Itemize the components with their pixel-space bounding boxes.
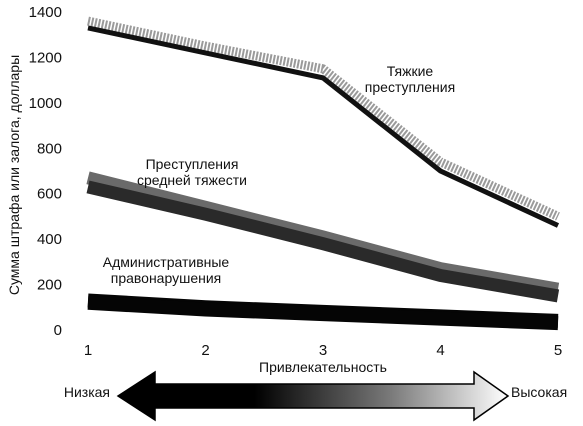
y-tick-label: 400	[37, 231, 62, 248]
x-tick-labels: 1 2 3 4 5	[84, 342, 562, 359]
series-label: средней тяжести	[137, 172, 247, 188]
y-tick-label: 1000	[29, 95, 62, 112]
y-tick-label: 800	[37, 140, 62, 157]
y-axis-title: Сумма штрафа или залога, доллары	[6, 55, 22, 295]
y-tick-label: 0	[54, 322, 62, 339]
series-layer	[86, 16, 560, 331]
arrow-left-label: Низкая	[64, 384, 110, 400]
series-label: преступления	[365, 79, 455, 95]
y-tick-label: 600	[37, 186, 62, 203]
attractiveness-arrow: Низкая Высокая	[64, 370, 567, 422]
x-tick-label: 2	[201, 342, 209, 359]
series-label: Тяжкие	[387, 63, 434, 79]
series-label: Преступления	[146, 156, 239, 172]
y-tick-labels: 0 200 400 600 800 1000 1200 1400	[29, 4, 62, 339]
series-shadow-line	[86, 171, 560, 296]
series-label: Административные	[103, 254, 230, 270]
x-axis-title: Привлекательность	[259, 359, 387, 375]
y-tick-label: 200	[37, 277, 62, 294]
x-tick-label: 4	[436, 342, 444, 359]
series-shadow-line	[87, 16, 560, 221]
arrow-right-label: Высокая	[511, 384, 567, 400]
series-line	[87, 295, 559, 331]
gradient-arrow-shape	[116, 370, 510, 422]
y-tick-label: 1200	[29, 49, 62, 66]
y-axis-title-group: Сумма штрафа или залога, доллары	[6, 55, 22, 295]
series-line	[87, 25, 560, 228]
x-tick-label: 1	[84, 342, 92, 359]
series-label: правонарушения	[111, 270, 222, 286]
x-tick-label: 5	[554, 342, 562, 359]
x-tick-label: 3	[319, 342, 327, 359]
series-line	[86, 180, 560, 303]
y-tick-label: 1400	[29, 4, 62, 21]
